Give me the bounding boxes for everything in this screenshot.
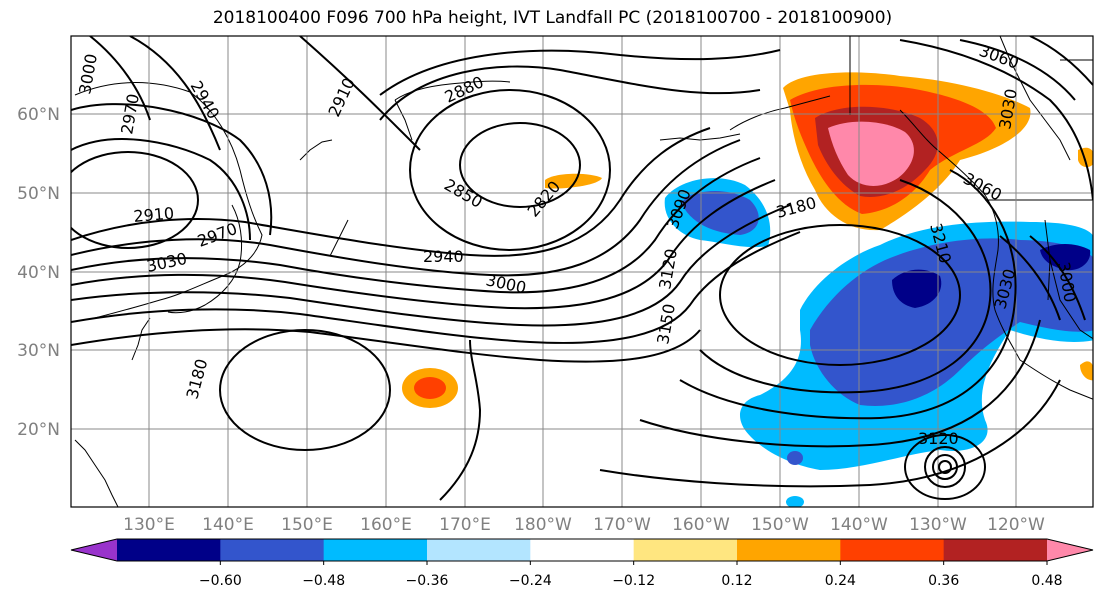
lon-label: 170°W xyxy=(593,515,651,535)
colorbar-extend-high xyxy=(1047,539,1093,561)
colorbar-tick-label: −0.48 xyxy=(302,573,345,589)
contour-label: 2940 xyxy=(423,247,464,266)
lon-label: 150°E xyxy=(281,515,333,535)
contour-label: 2910 xyxy=(133,204,175,226)
map-frame xyxy=(70,35,1094,508)
colorbar-segment xyxy=(943,539,1048,561)
colorbar-tick-label: 0.36 xyxy=(928,573,959,589)
colorbar-segment xyxy=(117,539,221,561)
colorbar-segment xyxy=(323,539,428,561)
lat-label: 40°N xyxy=(17,263,60,283)
lat-label: 30°N xyxy=(17,341,60,361)
colorbar-segment xyxy=(427,539,531,561)
colorbar-tick-label: −0.12 xyxy=(612,573,655,589)
colorbar-tick-label: 0.12 xyxy=(721,573,752,589)
colorbar-segment xyxy=(220,539,325,561)
colorbar-segment xyxy=(530,539,635,561)
lon-label: 150°W xyxy=(751,515,809,535)
colorbar: −0.60 −0.48 −0.36 −0.24 −0.12 0.12 0.24 0.36 0.4… xyxy=(70,538,1094,589)
lon-label: 140°E xyxy=(202,515,254,535)
colorbar-segment xyxy=(633,539,738,561)
colorbar-extend-low xyxy=(71,539,117,561)
lon-label: 120°W xyxy=(987,515,1045,535)
colorbar-tick-label: 0.48 xyxy=(1031,573,1062,589)
contour-label: 3120 xyxy=(918,429,959,448)
lat-label: 60°N xyxy=(17,105,60,125)
colorbar-tick-label: 0.24 xyxy=(825,573,856,589)
colorbar-tick-label: −0.36 xyxy=(406,573,449,589)
lon-label: 170°E xyxy=(439,515,491,535)
height-contours xyxy=(71,36,1093,501)
colorbar-segment xyxy=(737,539,841,561)
lon-label: 140°W xyxy=(830,515,888,535)
lon-label: 130°E xyxy=(123,515,175,535)
colorbar-ticks: −0.60 −0.48 −0.36 −0.24 −0.12 0.12 0.24 0.36 0.4… xyxy=(199,561,1063,589)
colorbar-tick-label: −0.24 xyxy=(509,573,552,589)
lat-label: 20°N xyxy=(17,420,60,440)
lon-label: 160°W xyxy=(672,515,730,535)
lon-label: 160°E xyxy=(360,515,412,535)
colorbar-tick-label: −0.60 xyxy=(199,573,242,589)
lat-axis: 60°N 50°N 40°N 30°N 20°N xyxy=(17,105,60,440)
lon-label: 180°W xyxy=(514,515,572,535)
colorbar-segment xyxy=(840,539,945,561)
lat-label: 50°N xyxy=(17,184,60,204)
colorbar-outline xyxy=(70,538,1094,562)
lon-label: 130°W xyxy=(909,515,967,535)
lon-axis: 130°E 140°E 150°E 160°E 170°E 180°W 170°… xyxy=(123,515,1045,535)
colorbar-segments xyxy=(71,539,1093,561)
map-title: 2018100400 F096 700 hPa height, IVT Land… xyxy=(212,8,893,28)
